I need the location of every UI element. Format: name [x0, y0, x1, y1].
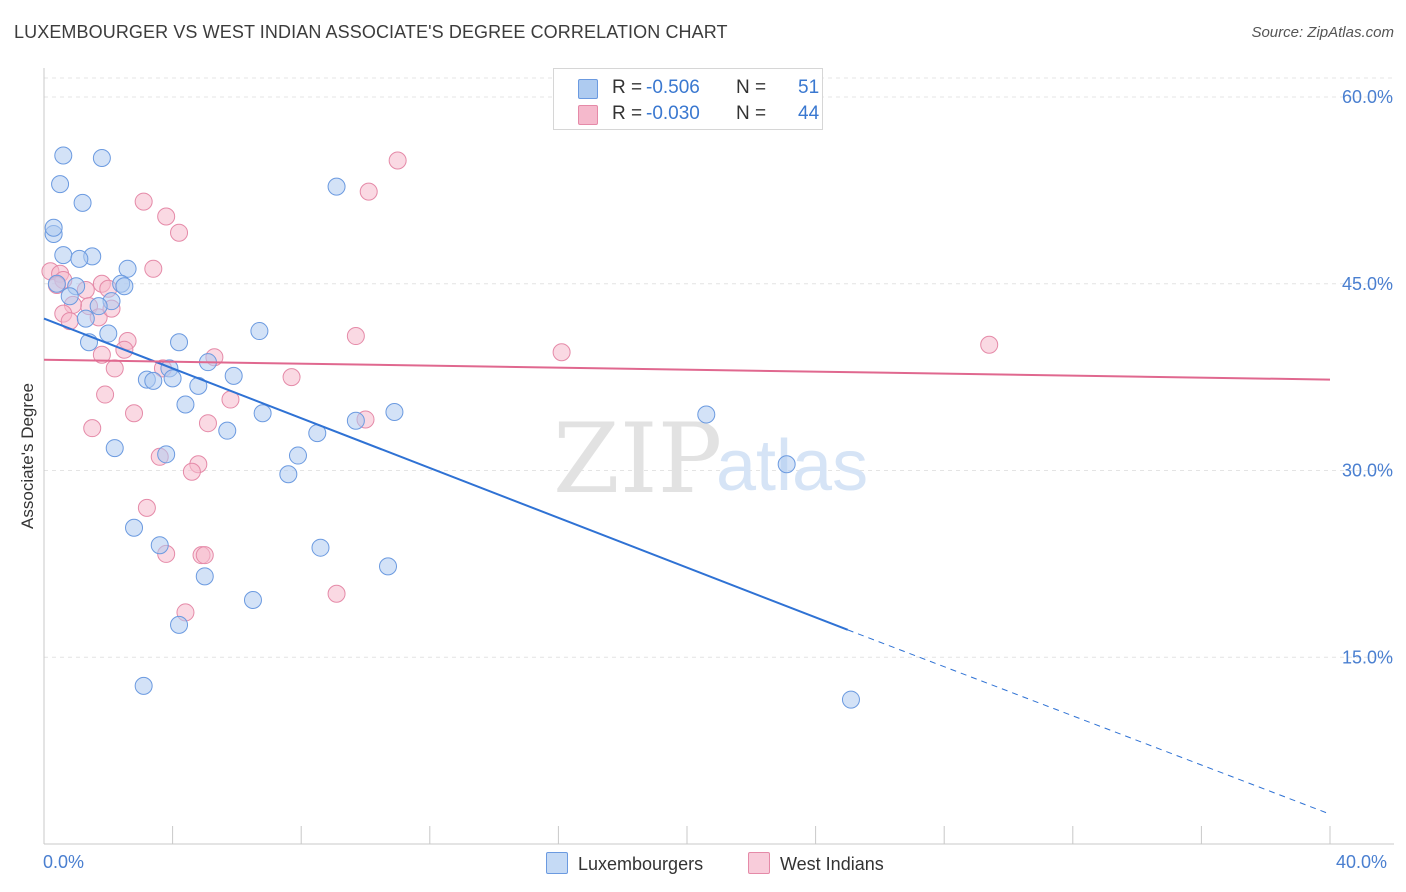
- legend-item-west-indians: West Indians: [748, 852, 884, 875]
- r-label: R =: [612, 103, 643, 124]
- luxembourger-trend-extension: [847, 629, 1331, 815]
- west-indian-point: [327, 584, 346, 603]
- west-indian-point: [552, 343, 571, 362]
- source-label: Source: ZipAtlas.com: [1251, 24, 1394, 41]
- data-points: [41, 146, 999, 709]
- luxembourger-point: [218, 421, 237, 440]
- legend-label-west-indians: West Indians: [780, 854, 884, 874]
- grid-lines: [44, 77, 1394, 658]
- x-axis-min-label: 0.0%: [43, 852, 85, 872]
- y-tick-label: 30.0%: [1342, 461, 1393, 481]
- luxembourger-point: [144, 371, 163, 390]
- y-tick-label: 15.0%: [1342, 647, 1393, 667]
- legend-swatch-pink: [578, 105, 598, 125]
- west-indian-point: [83, 419, 102, 438]
- luxembourger-point: [170, 333, 189, 352]
- west-indian-point: [92, 345, 111, 364]
- luxembourger-point: [44, 218, 63, 237]
- y-axis-label: Associate's Degree: [18, 383, 37, 529]
- luxembourger-point: [70, 249, 89, 268]
- y-tick-label: 60.0%: [1342, 87, 1393, 107]
- west-indian-point: [346, 327, 365, 346]
- luxembourger-point: [157, 445, 176, 464]
- luxembourger-point: [163, 369, 182, 388]
- luxembourger-point: [250, 322, 269, 341]
- r-value: -0.030: [646, 103, 700, 124]
- luxembourger-point: [51, 175, 70, 194]
- luxembourger-point: [105, 439, 124, 458]
- west-indian-point: [359, 182, 378, 201]
- luxembourger-point: [379, 557, 398, 576]
- luxembourger-point: [115, 277, 134, 296]
- luxembourger-point: [253, 404, 272, 423]
- luxembourger-point: [279, 465, 298, 484]
- luxembourger-point: [150, 536, 169, 555]
- luxembourger-point: [777, 455, 796, 474]
- luxembourger-point: [125, 518, 144, 537]
- y-tick-labels: 15.0% 30.0% 45.0% 60.0%: [1342, 87, 1393, 667]
- luxembourger-point: [99, 324, 118, 343]
- luxembourger-point: [311, 538, 330, 557]
- luxembourger-point: [118, 259, 137, 278]
- west-indian-point: [170, 223, 189, 242]
- luxembourger-point: [73, 193, 92, 212]
- luxembourger-point: [89, 297, 108, 316]
- west-indian-point: [182, 462, 201, 481]
- luxembourger-point: [697, 405, 716, 424]
- trend-lines: [43, 317, 1331, 815]
- n-value: 51: [798, 77, 820, 98]
- west-indian-point: [144, 259, 163, 278]
- luxembourger-point: [224, 366, 243, 385]
- west-indian-point: [125, 404, 144, 423]
- luxembourger-point: [54, 246, 73, 265]
- luxembourger-point: [346, 411, 365, 430]
- axes: [43, 68, 1394, 845]
- r-label: R =: [612, 77, 643, 98]
- luxembourger-point: [327, 177, 346, 196]
- legend-swatch-blue: [546, 852, 568, 874]
- west-indian-point: [105, 359, 124, 378]
- west-indian-point: [137, 498, 156, 517]
- chart-title: LUXEMBOURGER VS WEST INDIAN ASSOCIATE'S …: [14, 22, 728, 42]
- watermark-zip: ZIP: [553, 403, 722, 515]
- luxembourger-point: [60, 287, 79, 306]
- west-indian-point: [195, 546, 214, 565]
- legend-swatch-pink: [748, 852, 770, 874]
- west-indian-trend-line: [43, 358, 1331, 381]
- legend-swatch-blue: [578, 79, 598, 99]
- legend-label-luxembourgers: Luxembourgers: [578, 854, 704, 874]
- correlation-legend: R = -0.506 N = 51 R = -0.030 N = 44: [553, 68, 823, 130]
- luxembourger-point: [841, 690, 860, 709]
- n-label: N =: [736, 103, 767, 124]
- luxembourger-point: [288, 446, 307, 465]
- x-axis-max-label: 40.0%: [1336, 852, 1388, 872]
- luxembourger-trend-line: [43, 317, 849, 631]
- luxembourger-point: [176, 395, 195, 414]
- west-indian-point: [980, 335, 999, 354]
- n-value: 44: [798, 103, 820, 124]
- luxembourger-point: [170, 615, 189, 634]
- luxembourger-point: [195, 567, 214, 586]
- y-tick-label: 45.0%: [1342, 274, 1393, 294]
- luxembourger-point: [243, 590, 262, 609]
- west-indian-point: [134, 192, 153, 211]
- luxembourger-point: [134, 676, 153, 695]
- luxembourger-point: [385, 402, 404, 421]
- legend-item-luxembourgers: Luxembourgers: [546, 852, 703, 875]
- luxembourger-point: [47, 274, 66, 293]
- west-indian-point: [96, 385, 115, 404]
- luxembourger-point: [76, 309, 95, 328]
- n-label: N =: [736, 77, 767, 98]
- west-indian-point: [388, 151, 407, 170]
- west-indian-point: [198, 414, 217, 433]
- r-value: -0.506: [646, 77, 700, 98]
- luxembourger-point: [54, 146, 73, 165]
- west-indian-point: [157, 207, 176, 226]
- luxembourger-point: [92, 149, 111, 168]
- west-indian-point: [282, 368, 301, 387]
